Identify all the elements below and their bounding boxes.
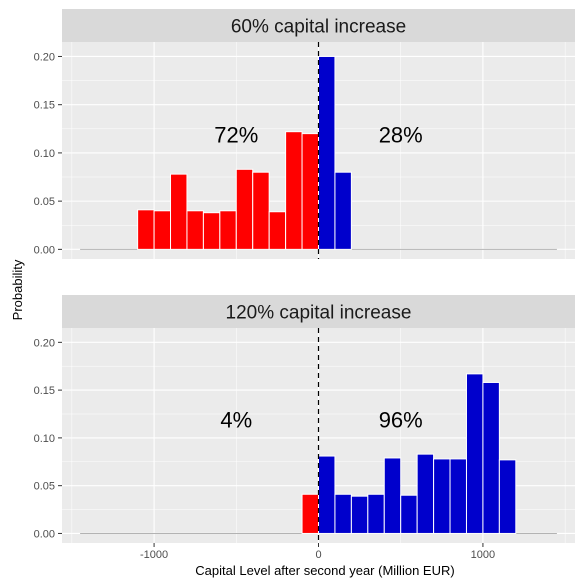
histogram-bar — [334, 493, 352, 534]
histogram-bar — [235, 168, 254, 250]
facet-title: 120% capital increase — [226, 303, 412, 324]
histogram-bar — [285, 131, 303, 250]
histogram-bar — [433, 458, 451, 534]
percentage-label: 4% — [220, 408, 252, 433]
y-tick-label: 0.00 — [34, 528, 55, 540]
histogram-bar — [318, 455, 336, 534]
histogram-bar — [465, 373, 484, 534]
facet-panel: 120% capital increase 4% 96% 0.00 0.05 0.10 0.… — [34, 295, 575, 543]
x-tick-label: -1000 — [140, 549, 168, 561]
histogram-bar — [153, 210, 172, 250]
histogram-bar — [400, 494, 418, 534]
histogram-bar — [449, 458, 467, 534]
histogram-bar — [186, 210, 204, 250]
histogram-bar — [383, 457, 402, 534]
facet-panels: 60% capital increase 72% 28% 0.00 0.05 0.10 0.… — [34, 9, 575, 543]
y-tick-label: 0.10 — [34, 148, 55, 160]
percentage-label: 28% — [379, 123, 423, 148]
histogram-bar — [252, 171, 270, 250]
histogram-bar — [301, 493, 319, 534]
x-axis: -1000 0 1000 — [140, 543, 495, 561]
y-tick-label: 0.10 — [34, 433, 55, 445]
x-tick-label: 1000 — [471, 549, 495, 561]
histogram-bar — [219, 210, 237, 250]
histogram-bar — [268, 211, 287, 250]
percentage-label: 72% — [214, 123, 258, 148]
histogram-bar — [334, 171, 352, 250]
histogram-bar — [301, 133, 319, 250]
facet-strip — [62, 9, 575, 42]
y-axis-title: Probability — [10, 259, 25, 320]
histogram-bar — [498, 459, 517, 534]
y-tick-label: 0.15 — [34, 385, 55, 397]
x-tick-label: 0 — [315, 549, 321, 561]
histogram-bar — [367, 493, 385, 534]
x-axis-title: Capital Level after second year (Million… — [195, 563, 454, 578]
histogram-bar — [170, 173, 188, 250]
histogram-bar — [482, 381, 500, 534]
histogram-bar — [416, 453, 435, 534]
y-tick-label: 0.00 — [34, 244, 55, 256]
y-tick-label: 0.20 — [34, 337, 55, 349]
y-tick-label: 0.05 — [34, 481, 55, 493]
histogram-bar — [202, 212, 221, 250]
histogram-bar — [350, 495, 369, 534]
percentage-label: 96% — [379, 408, 423, 433]
facet-title: 60% capital increase — [231, 17, 406, 38]
y-tick-label: 0.05 — [34, 196, 55, 208]
y-tick-label: 0.20 — [34, 51, 55, 63]
y-tick-label: 0.15 — [34, 100, 55, 112]
facet-panel: 60% capital increase 72% 28% 0.00 0.05 0.10 0.… — [34, 9, 575, 259]
histogram-bar — [137, 209, 155, 250]
facet-strip — [62, 295, 575, 328]
histogram-bar — [318, 55, 336, 250]
